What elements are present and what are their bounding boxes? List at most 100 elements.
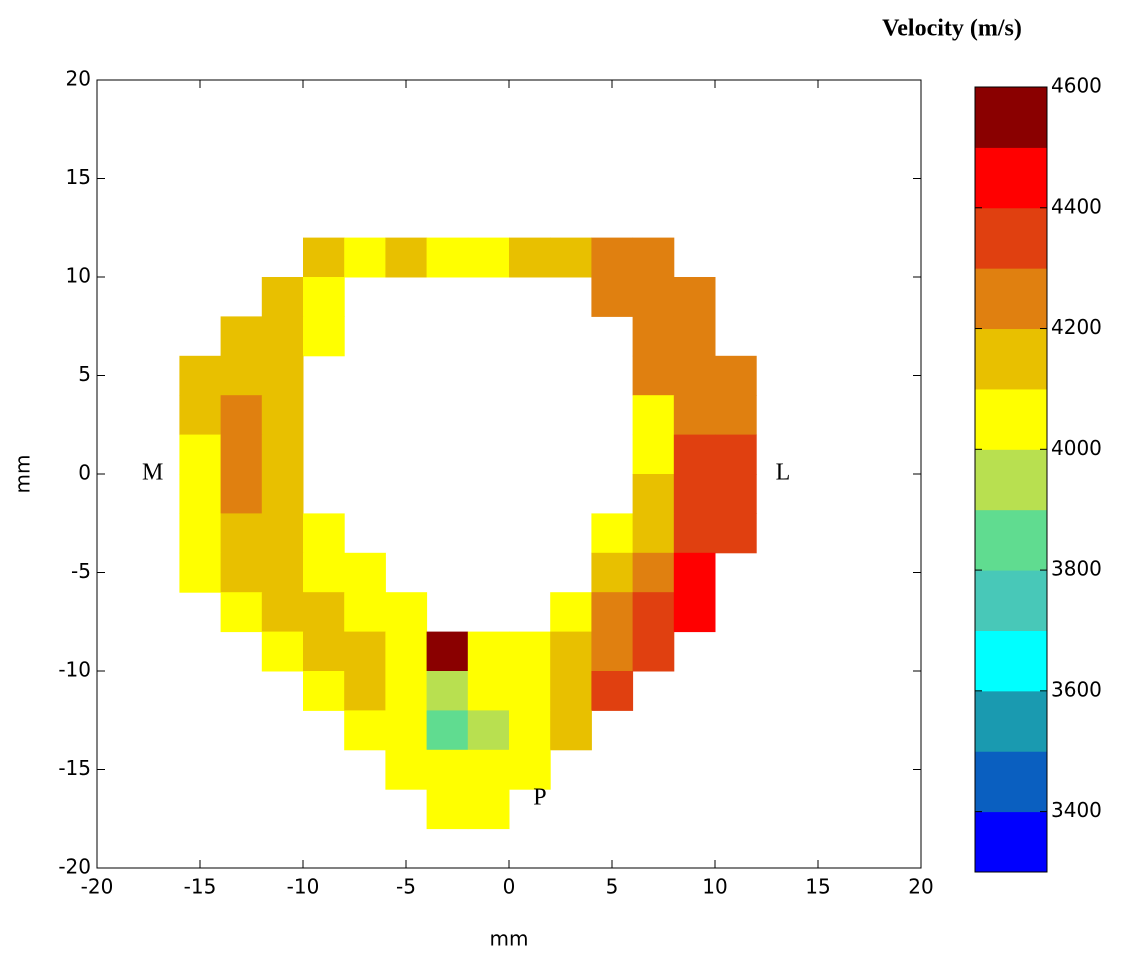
heat-cell xyxy=(509,631,551,672)
heat-cell xyxy=(261,592,304,633)
heat-cell xyxy=(344,592,386,633)
heat-cell xyxy=(220,316,263,357)
heat-cell xyxy=(179,552,222,593)
colorbar-swatch xyxy=(975,811,1047,873)
heat-cell xyxy=(632,631,675,672)
heat-cell xyxy=(591,513,634,554)
heat-cell xyxy=(467,710,510,751)
heat-cell xyxy=(715,474,757,514)
heat-cell xyxy=(715,513,757,554)
heat-cell xyxy=(673,395,716,436)
colorbar-swatch xyxy=(975,630,1047,692)
heat-cell xyxy=(550,631,592,672)
heat-cell xyxy=(303,237,345,278)
x-axis-label: mm xyxy=(490,927,529,951)
heat-cell xyxy=(220,474,263,514)
heat-cell xyxy=(426,789,469,830)
heat-cell xyxy=(179,513,222,554)
heat-cell xyxy=(179,395,222,436)
heat-cell xyxy=(261,395,304,436)
y-tick-label: 20 xyxy=(66,67,91,91)
y-tick-label: -10 xyxy=(58,658,91,682)
heat-cell xyxy=(344,237,386,278)
colorbar-tick-label: 4000 xyxy=(1051,436,1102,460)
colorbar-tick-label: 3600 xyxy=(1051,677,1102,701)
heat-cell xyxy=(673,592,716,633)
heat-cell xyxy=(344,552,386,593)
heat-cell xyxy=(261,355,304,396)
colorbar-tick-label: 3800 xyxy=(1051,557,1102,581)
x-tick-label: 0 xyxy=(503,875,516,899)
x-tick-label: -20 xyxy=(81,875,114,899)
heat-cell xyxy=(220,552,263,593)
colorbar-swatch xyxy=(975,449,1047,511)
heat-cell xyxy=(261,277,304,317)
heat-cell xyxy=(673,513,716,554)
y-tick-label: -15 xyxy=(58,756,91,780)
heat-cell xyxy=(385,237,428,278)
y-tick-label: -20 xyxy=(58,855,91,879)
heat-cell xyxy=(715,395,757,436)
colorbar-swatch xyxy=(975,87,1047,148)
heat-cell xyxy=(303,552,345,593)
heat-cell xyxy=(303,592,345,633)
colorbar-swatch xyxy=(975,751,1047,813)
heat-cell xyxy=(715,434,757,475)
heat-cell xyxy=(220,592,263,633)
colorbar-swatch xyxy=(975,570,1047,631)
heat-cell xyxy=(220,355,263,396)
y-tick-label: 0 xyxy=(78,461,91,485)
heat-cell xyxy=(426,237,469,278)
colorbar-swatch xyxy=(975,328,1047,390)
heat-cell xyxy=(509,237,551,278)
heat-cell xyxy=(632,592,675,633)
heat-cell xyxy=(632,316,675,357)
y-tick-label: 10 xyxy=(66,264,91,288)
heat-cell xyxy=(467,671,510,711)
heat-cell xyxy=(261,513,304,554)
heat-cell xyxy=(303,671,345,711)
heat-cell xyxy=(303,316,345,357)
annotation: P xyxy=(533,785,546,811)
heat-cell xyxy=(632,277,675,317)
x-tick-label: 15 xyxy=(805,875,830,899)
y-tick-label: 15 xyxy=(66,165,91,189)
colorbar-swatch xyxy=(975,207,1047,269)
heat-cell xyxy=(550,671,592,711)
heat-cell xyxy=(467,789,510,830)
heat-cell xyxy=(673,277,716,317)
colorbar-swatch xyxy=(975,147,1047,209)
colorbar-swatch xyxy=(975,690,1047,752)
colorbar-swatch xyxy=(975,388,1047,450)
heat-cell xyxy=(591,671,634,711)
heat-cell xyxy=(509,749,551,790)
x-tick-label: -5 xyxy=(396,875,416,899)
colorbar-tick-label: 4600 xyxy=(1051,74,1102,98)
y-axis-label: mm xyxy=(11,455,35,494)
colorbar-tick-label: 4400 xyxy=(1051,194,1102,218)
heat-cell xyxy=(385,710,428,751)
heat-cell xyxy=(591,631,634,672)
heat-cell xyxy=(673,316,716,357)
heat-cell xyxy=(632,513,675,554)
colorbar-title: Velocity (m/s) xyxy=(882,16,1022,42)
heat-cell xyxy=(385,749,428,790)
heat-cell xyxy=(344,631,386,672)
heat-cell xyxy=(632,355,675,396)
heat-cell xyxy=(261,552,304,593)
heat-cell xyxy=(632,474,675,514)
heat-cell xyxy=(673,552,716,593)
heat-cell xyxy=(179,474,222,514)
annotation: L xyxy=(776,460,791,486)
heat-cell xyxy=(220,513,263,554)
x-tick-label: 10 xyxy=(702,875,727,899)
heat-cell xyxy=(550,237,592,278)
colorbar-swatch xyxy=(975,268,1047,330)
heat-cell xyxy=(632,395,675,436)
colorbar-swatch xyxy=(975,509,1047,571)
heat-cell xyxy=(303,277,345,317)
heat-cell xyxy=(426,710,469,751)
heat-cell xyxy=(261,434,304,475)
heat-cell xyxy=(344,671,386,711)
